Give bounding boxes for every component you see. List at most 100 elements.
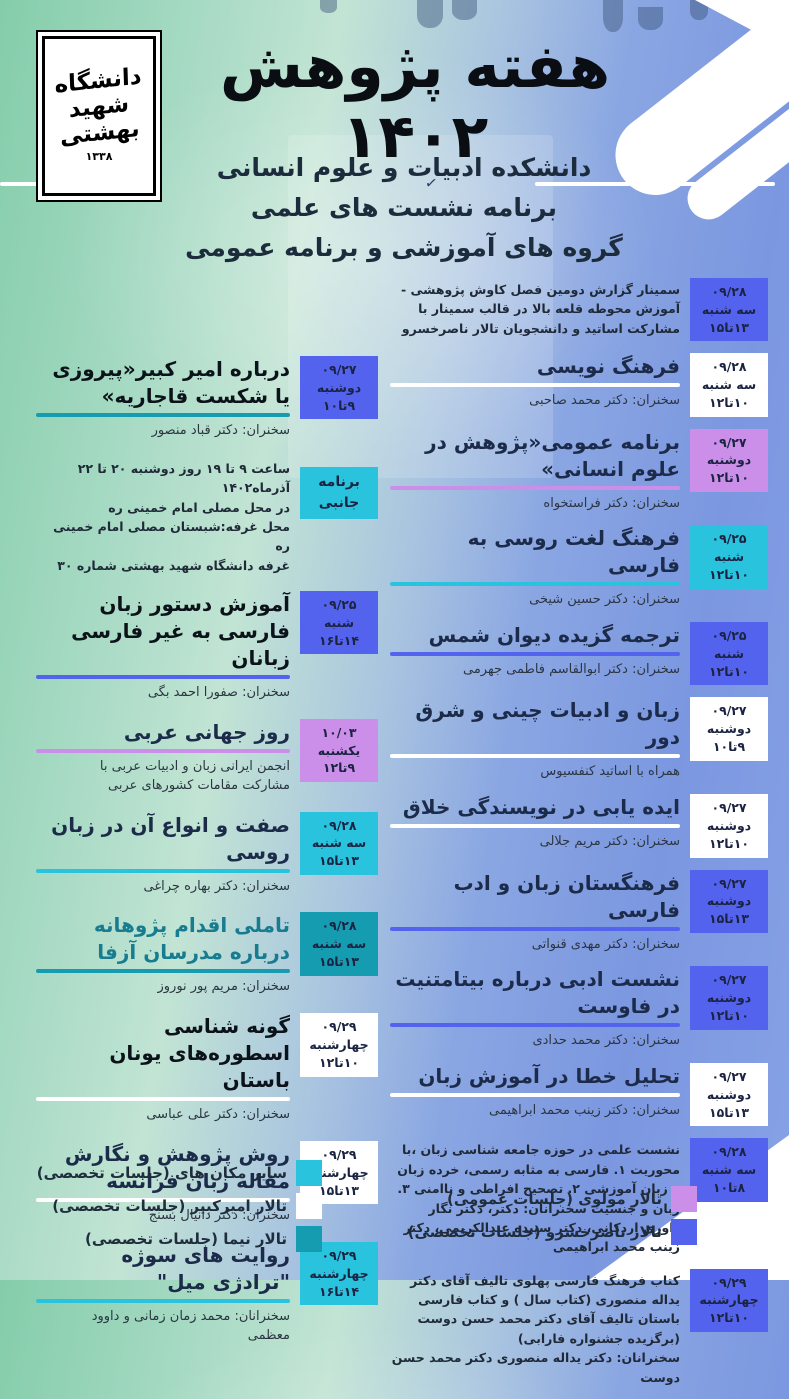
event-title: صفت و انواع آن در زبان روسی: [51, 812, 290, 864]
date-badge: ۰۹/۲۹ چهارشنبه ۱۰تا۱۲: [690, 1268, 768, 1332]
legend-swatch-white: [296, 1193, 322, 1219]
date-badge: ۱۰/۰۳ یکشنبه ۹تا۱۲: [300, 718, 378, 783]
badge-day: چهارشنبه: [699, 1292, 759, 1308]
event-speaker: سخنران: صفورا احمد بگی: [147, 685, 290, 701]
event-card: ۰۹/۲۷ دوشنبه ۹تا۱۰ زبان و ادبیات چینی و …: [390, 697, 768, 782]
badge-time: ۱۳تا۱۵: [709, 1104, 749, 1120]
legend-general-halls: تالار مولوی (جلسات عمومی) تالار ناصرخسرو…: [408, 1186, 697, 1245]
event-title: ایده یابی در نویسندگی خلاق: [402, 795, 680, 820]
badge-day: شنبه: [713, 549, 745, 565]
event-card: ۰۹/۲۹ چهارشنبه ۱۰تا۱۲ کتاب فرهنگ فارسی پ…: [390, 1268, 768, 1387]
badge-time: ۱۰تا۱۲: [709, 470, 749, 485]
badge-day: چهارشنبه: [309, 1265, 369, 1281]
event-title: نشست ادبی درباره بیتامتنیت در فاوست: [395, 967, 680, 1019]
title-underline: [36, 969, 290, 974]
event-card: ۰۹/۲۸ سه شنبه ۱۰تا۱۲ فرهنگ نویسی سخنران:…: [390, 353, 768, 417]
badge-day: یکشنبه: [317, 742, 361, 758]
badge-date: ۱۰/۰۳: [321, 724, 357, 740]
audience-silhouette: [320, 0, 337, 13]
divider-line-right: [535, 182, 775, 186]
badge-time: ۱۰تا۱۲: [709, 835, 749, 851]
event-title: روز جهانی عربی: [123, 719, 290, 744]
event-speaker: سخنران: مریم پور نوروز: [157, 979, 290, 995]
legend-item: تالار ناصرخسرو (جلسات تخصصی): [408, 1219, 697, 1245]
legend-swatch-teal: [296, 1226, 322, 1252]
event-card: ۰۹/۲۵ شنبه ۱۰تا۱۲ فرهنگ لغت روسی به فارس…: [390, 525, 768, 610]
badge-time: ۱۰تا۱۲: [709, 394, 749, 410]
university-logo-year: ۱۳۳۸: [85, 150, 113, 164]
event-card: ۰۹/۲۸ سه شنبه ۱۳تا۱۵ سمینار گزارش دومین …: [390, 278, 768, 342]
badge-time: ۱۰تا۱۲: [709, 663, 749, 679]
event-card: ۰۹/۲۵ شنبه ۱۰تا۱۲ ترجمه گزیده دیوان شمس …: [390, 622, 768, 686]
event-card: برنامه جانبی ساعت ۹ تا ۱۹ روز دوشنبه ۲۰ …: [36, 457, 378, 575]
badge-time: ۱۰تا۱۲: [709, 1310, 749, 1326]
event-card: ۰۹/۲۹ چهارشنبه ۱۰تا۱۲ گونه شناسی اسطوره‌…: [36, 1013, 378, 1125]
event-title: فرهنگ نویسی: [536, 354, 680, 379]
event-speaker: سخنرانان: محمد زمان زمانی و داوود معظمی: [91, 1309, 290, 1343]
badge-date: ۰۹/۲۷: [711, 434, 747, 450]
badge-day: سه شنبه: [311, 936, 367, 952]
badge-date: ۰۹/۲۷: [321, 362, 357, 377]
event-title: فرهنگستان زبان و ادب فارسی: [453, 870, 680, 922]
event-title: درباره امیر کبیر«پیروزی یا شکست قاجاریه»: [52, 357, 290, 408]
event-speaker: همراه با اساتید کنفسیوس: [540, 764, 680, 780]
badge-date: ۰۹/۲۸: [711, 1144, 747, 1160]
date-badge: ۰۹/۲۵ شنبه ۱۴تا۱۶: [300, 591, 378, 655]
badge-date: ۰۹/۲۷: [711, 972, 747, 988]
event-speaker: سخنران: دکتر مریم جلالی: [539, 834, 680, 850]
title-underline: [36, 1198, 290, 1203]
event-title: گونه شناسی اسطوره‌های یونان باستان: [109, 1014, 290, 1093]
date-badge: ۰۹/۲۸ سه شنبه ۱۳تا۱۵: [690, 278, 768, 342]
title-underline: [36, 1299, 290, 1303]
legend-label: تالار امیرکبیر (جلسات تخصصی): [52, 1197, 287, 1215]
badge-date: ۰۹/۲۷: [711, 875, 747, 891]
event-title: آموزش دستور زبان فارسی به غیر فارسی زبان…: [71, 592, 290, 671]
legend-label: تالار مولوی (جلسات عمومی): [447, 1190, 662, 1208]
audience-silhouette: [452, 0, 477, 20]
date-badge: ۰۹/۲۷ دوشنبه ۹تا۱۰: [300, 356, 378, 420]
legend-label: سایر مکان های (جلسات تخصصی): [36, 1164, 287, 1182]
legend-label: تالار ناصرخسرو (جلسات تخصصی): [407, 1223, 662, 1241]
badge-time: ۱۰تا۱۲: [319, 1054, 359, 1070]
subtitle-line: برنامه نشست های علمی: [250, 193, 558, 222]
event-note: ساعت ۹ تا ۱۹ روز دوشنبه ۲۰ تا ۲۲ آذرماه۱…: [53, 460, 290, 573]
event-card: ۰۹/۲۹ چهارشنبه ۱۴تا۱۶ روایت های سوژه "تر…: [36, 1242, 378, 1346]
event-title: زبان و ادبیات چینی و شرق دور: [415, 698, 680, 750]
badge-date: ۰۹/۲۵: [711, 628, 747, 644]
side-program-badge: برنامه جانبی: [300, 466, 378, 519]
title-underline: [36, 413, 290, 417]
university-logo-frame: دانشگاه شهید بهشتی ۱۳۳۸: [42, 36, 156, 196]
legend-specialized-halls: سایر مکان های (جلسات تخصصی) تالار امیرکب…: [37, 1160, 322, 1252]
page-subtitle: دانشکده ادبیات و علوم انسانی برنامه نشست…: [169, 148, 639, 268]
date-badge: ۰۹/۲۸ سه شنبه ۱۳تا۱۵: [300, 912, 378, 976]
title-underline: [390, 824, 680, 829]
audience-silhouette: [638, 7, 663, 30]
badge-time: ۹تا۱۰: [712, 738, 746, 754]
title-underline: [390, 652, 680, 657]
badge-date: ۰۹/۲۷: [711, 800, 747, 816]
badge-day: شنبه: [323, 614, 355, 630]
event-speaker: سخنران: دکتر محمد حدادی: [532, 1033, 680, 1049]
event-note: کتاب فرهنگ فارسی پهلوی تالیف آقای دکتر ی…: [391, 1272, 680, 1385]
badge-day: سه شنبه: [311, 835, 367, 851]
legend-item: تالار مولوی (جلسات عمومی): [408, 1186, 697, 1212]
event-speaker: سخنران: دکتر زینب محمد ابراهیمی: [489, 1103, 680, 1119]
legend-item: تالار نیما (جلسات تخصصی): [37, 1226, 322, 1252]
badge-day: دوشنبه: [706, 1086, 752, 1102]
badge-day: سه شنبه: [701, 377, 757, 392]
event-speaker: سخنران: دکتر بهاره چراغی: [143, 878, 290, 894]
badge-time: ۹تا۱۲: [322, 760, 356, 776]
badge-date: ۰۹/۲۸: [321, 918, 357, 934]
event-title: روش پژوهش و نگارش مقاله زبان فرانسه: [64, 1142, 290, 1194]
title-underline: [390, 383, 680, 388]
badge-time: ۹تا۱۰: [322, 397, 356, 413]
date-badge: ۰۹/۲۷ دوشنبه ۱۰تا۱۲: [690, 966, 768, 1030]
badge-time: ۱۴تا۱۶: [319, 632, 359, 648]
badge-day: دوشنبه: [706, 452, 752, 468]
badge-date: ۰۹/۲۹: [321, 1147, 357, 1163]
badge-date: ۰۹/۲۹: [321, 1248, 357, 1263]
title-underline: [36, 868, 290, 873]
event-card: ۰۹/۲۷ دوشنبه ۱۳تا۱۵ تحلیل خطا در آموزش ز…: [390, 1063, 768, 1127]
badge-date: ۰۹/۲۸: [711, 359, 747, 375]
date-badge: ۰۹/۲۸ سه شنبه ۱۰تا۱۲: [690, 353, 768, 417]
